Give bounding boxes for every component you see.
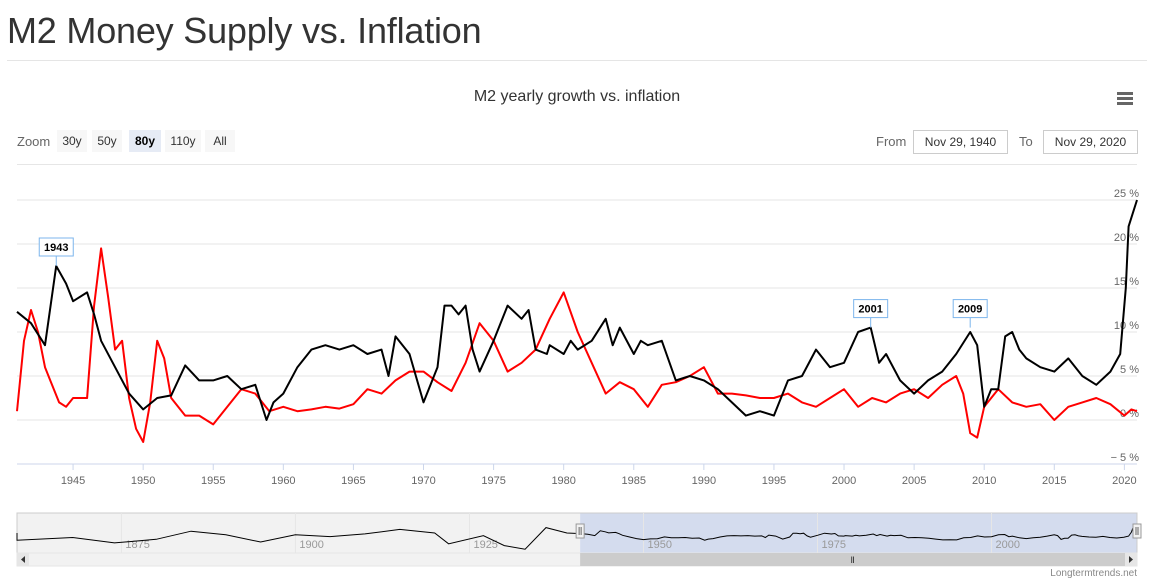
navigator-outside-mask <box>17 513 581 553</box>
plot-series <box>16 199 1138 443</box>
x-tick-label: 1990 <box>692 475 716 487</box>
x-tick-label: 1950 <box>131 475 155 487</box>
navigator-tick-label: 1950 <box>647 539 671 551</box>
annotations: 1943 2001 2009 <box>38 237 988 328</box>
page-title: M2 Money Supply vs. Inflation <box>7 10 482 51</box>
zoom-label: Zoom <box>17 134 51 149</box>
zoom-30y-button[interactable]: 30y <box>57 130 87 152</box>
zoom-110y-button[interactable]: 110y <box>165 130 201 152</box>
zoom-all-button[interactable]: All <box>205 130 235 152</box>
y-tick-label: − 5 % <box>1111 452 1140 464</box>
credits-link[interactable]: Longtermtrends.net <box>1050 568 1137 579</box>
annotation-label-2009: 2009 <box>958 304 982 316</box>
x-tick-label: 2005 <box>902 475 926 487</box>
x-axis: 1945 1950 1955 1960 1965 1970 1975 1980 1985 1990… <box>17 463 1137 487</box>
inflation-line <box>16 247 1138 443</box>
y-tick-label: 10 % <box>1114 320 1139 332</box>
x-tick-label: 1985 <box>622 475 646 487</box>
title-divider <box>7 60 1147 61</box>
navigator[interactable]: 1875 1900 1925 1950 1975 2000 Ⅱ <box>16 512 1142 567</box>
scrollbar-grip-icon: Ⅱ <box>850 556 854 566</box>
x-tick-label: 2000 <box>832 475 856 487</box>
navigator-tick-label: 2000 <box>996 539 1020 551</box>
x-tick-label: 1955 <box>201 475 225 487</box>
annotation-box <box>38 237 74 257</box>
from-label: From <box>876 134 907 149</box>
x-tick-label: 1970 <box>411 475 435 487</box>
annotation-box <box>952 299 988 319</box>
from-date-input[interactable]: Nov 29, 1940 <box>913 130 1008 154</box>
navigator-selected-range[interactable] <box>580 513 1137 553</box>
y-tick-label: 25 % <box>1114 188 1139 200</box>
y-axis: 25 %20 %15 %10 %5 %0 %− 5 % <box>1111 188 1140 464</box>
zoom-80y-button[interactable]: 80y <box>129 130 161 152</box>
scroll-right-arrow-icon <box>1129 556 1133 563</box>
navigator-tick-label: 1925 <box>473 539 497 551</box>
hamburger-menu-icon[interactable] <box>1114 92 1136 112</box>
x-tick-label: 1995 <box>762 475 786 487</box>
y-tick-label: 5 % <box>1120 364 1139 376</box>
zoom-50y-button[interactable]: 50y <box>92 130 122 152</box>
x-tick-label: 2020 <box>1112 475 1136 487</box>
to-date-input[interactable]: Nov 29, 2020 <box>1043 130 1138 154</box>
to-label: To <box>1019 134 1033 149</box>
navigator-left-handle[interactable] <box>575 523 585 539</box>
x-tick-label: 1965 <box>341 475 365 487</box>
x-tick-label: 2015 <box>1042 475 1066 487</box>
toolbar-divider <box>17 164 1137 165</box>
m2-growth-line <box>16 199 1138 421</box>
x-tick-label: 1945 <box>61 475 85 487</box>
x-tick-label: 1980 <box>551 475 575 487</box>
x-tick-label: 1960 <box>271 475 295 487</box>
navigator-tick-label: 1900 <box>299 539 323 551</box>
navigator-series-line <box>16 526 1138 550</box>
x-tick-label: 1975 <box>481 475 505 487</box>
navigator-tick-label: 1975 <box>821 539 845 551</box>
x-tick-label: 2010 <box>972 475 996 487</box>
chart-title: M2 yearly growth vs. inflation <box>473 88 681 105</box>
annotation-box <box>853 299 889 319</box>
scroll-left-arrow-icon <box>21 556 25 563</box>
navigator-scrollbar-thumb[interactable] <box>580 553 1125 566</box>
y-tick-label: 20 % <box>1114 232 1139 244</box>
navigator-tick-label: 1875 <box>125 539 149 551</box>
navigator-right-handle[interactable] <box>1132 523 1142 539</box>
annotation-label-1943: 1943 <box>44 242 68 254</box>
annotation-label-2001: 2001 <box>858 304 882 316</box>
